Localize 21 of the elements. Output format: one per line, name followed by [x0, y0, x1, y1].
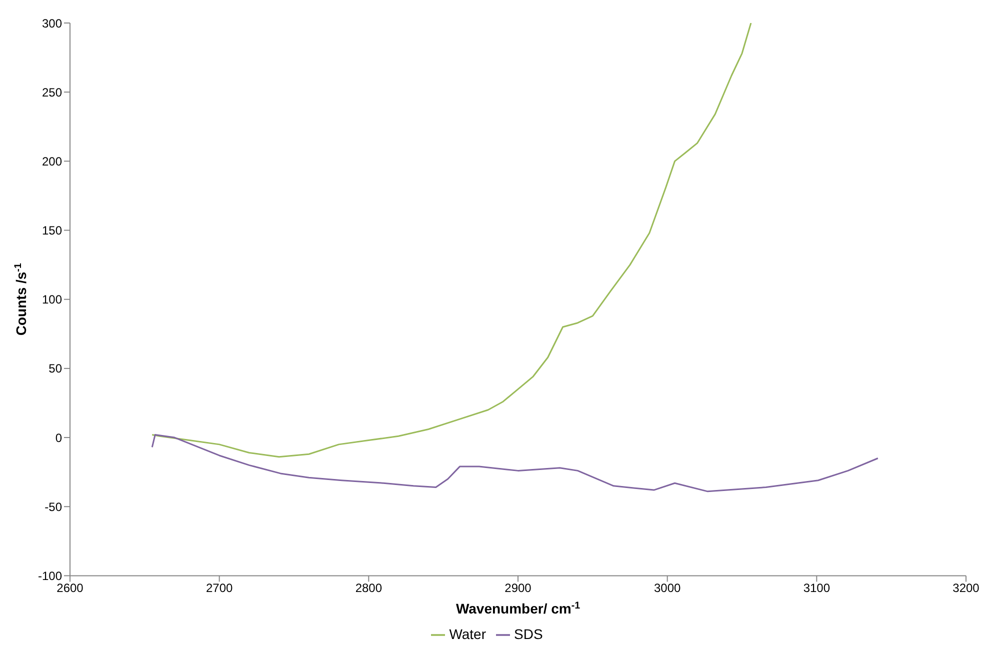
line-series: [151, 434, 879, 492]
x-tick-label: 2800: [355, 581, 382, 596]
x-tick-label: 2600: [56, 581, 84, 596]
legend-label: SDS: [514, 626, 543, 642]
y-tick-label: -50: [44, 500, 62, 514]
legend-label: Water: [449, 626, 486, 642]
x-tick-label: 2700: [206, 581, 234, 596]
y-tick-label: 0: [55, 430, 62, 445]
x-axis-title: Wavenumber/ cm$^{-1}$: [456, 600, 581, 617]
x-tick-label: 3100: [803, 581, 830, 596]
y-tick-label: 250: [42, 85, 62, 100]
y-tick-label: -100: [38, 568, 62, 583]
y-tick-label: 50: [48, 362, 62, 376]
x-tick-label: 2900: [504, 581, 532, 596]
line-series: [151, 23, 752, 458]
y-tick-label: 150: [42, 224, 62, 238]
x-tick-label: 3000: [654, 581, 682, 596]
x-tick-label: 3200: [952, 581, 980, 596]
y-tick-label: 100: [42, 292, 62, 307]
y-tick-label: 200: [42, 154, 62, 168]
y-tick-label: 300: [42, 16, 62, 30]
